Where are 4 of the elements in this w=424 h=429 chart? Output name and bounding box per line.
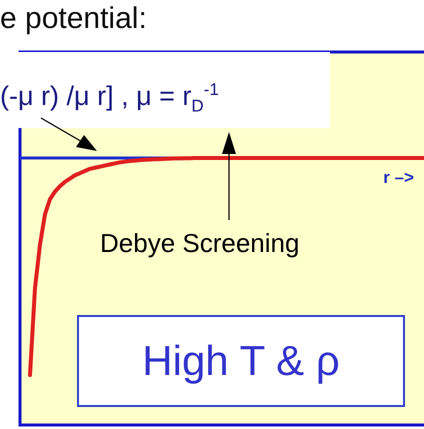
chart-title: e potential: (0, 2, 147, 36)
annotation: Debye Screening (100, 228, 300, 259)
x-axis-title: r –> (383, 168, 414, 188)
annotation: High T & ρ (77, 315, 405, 407)
